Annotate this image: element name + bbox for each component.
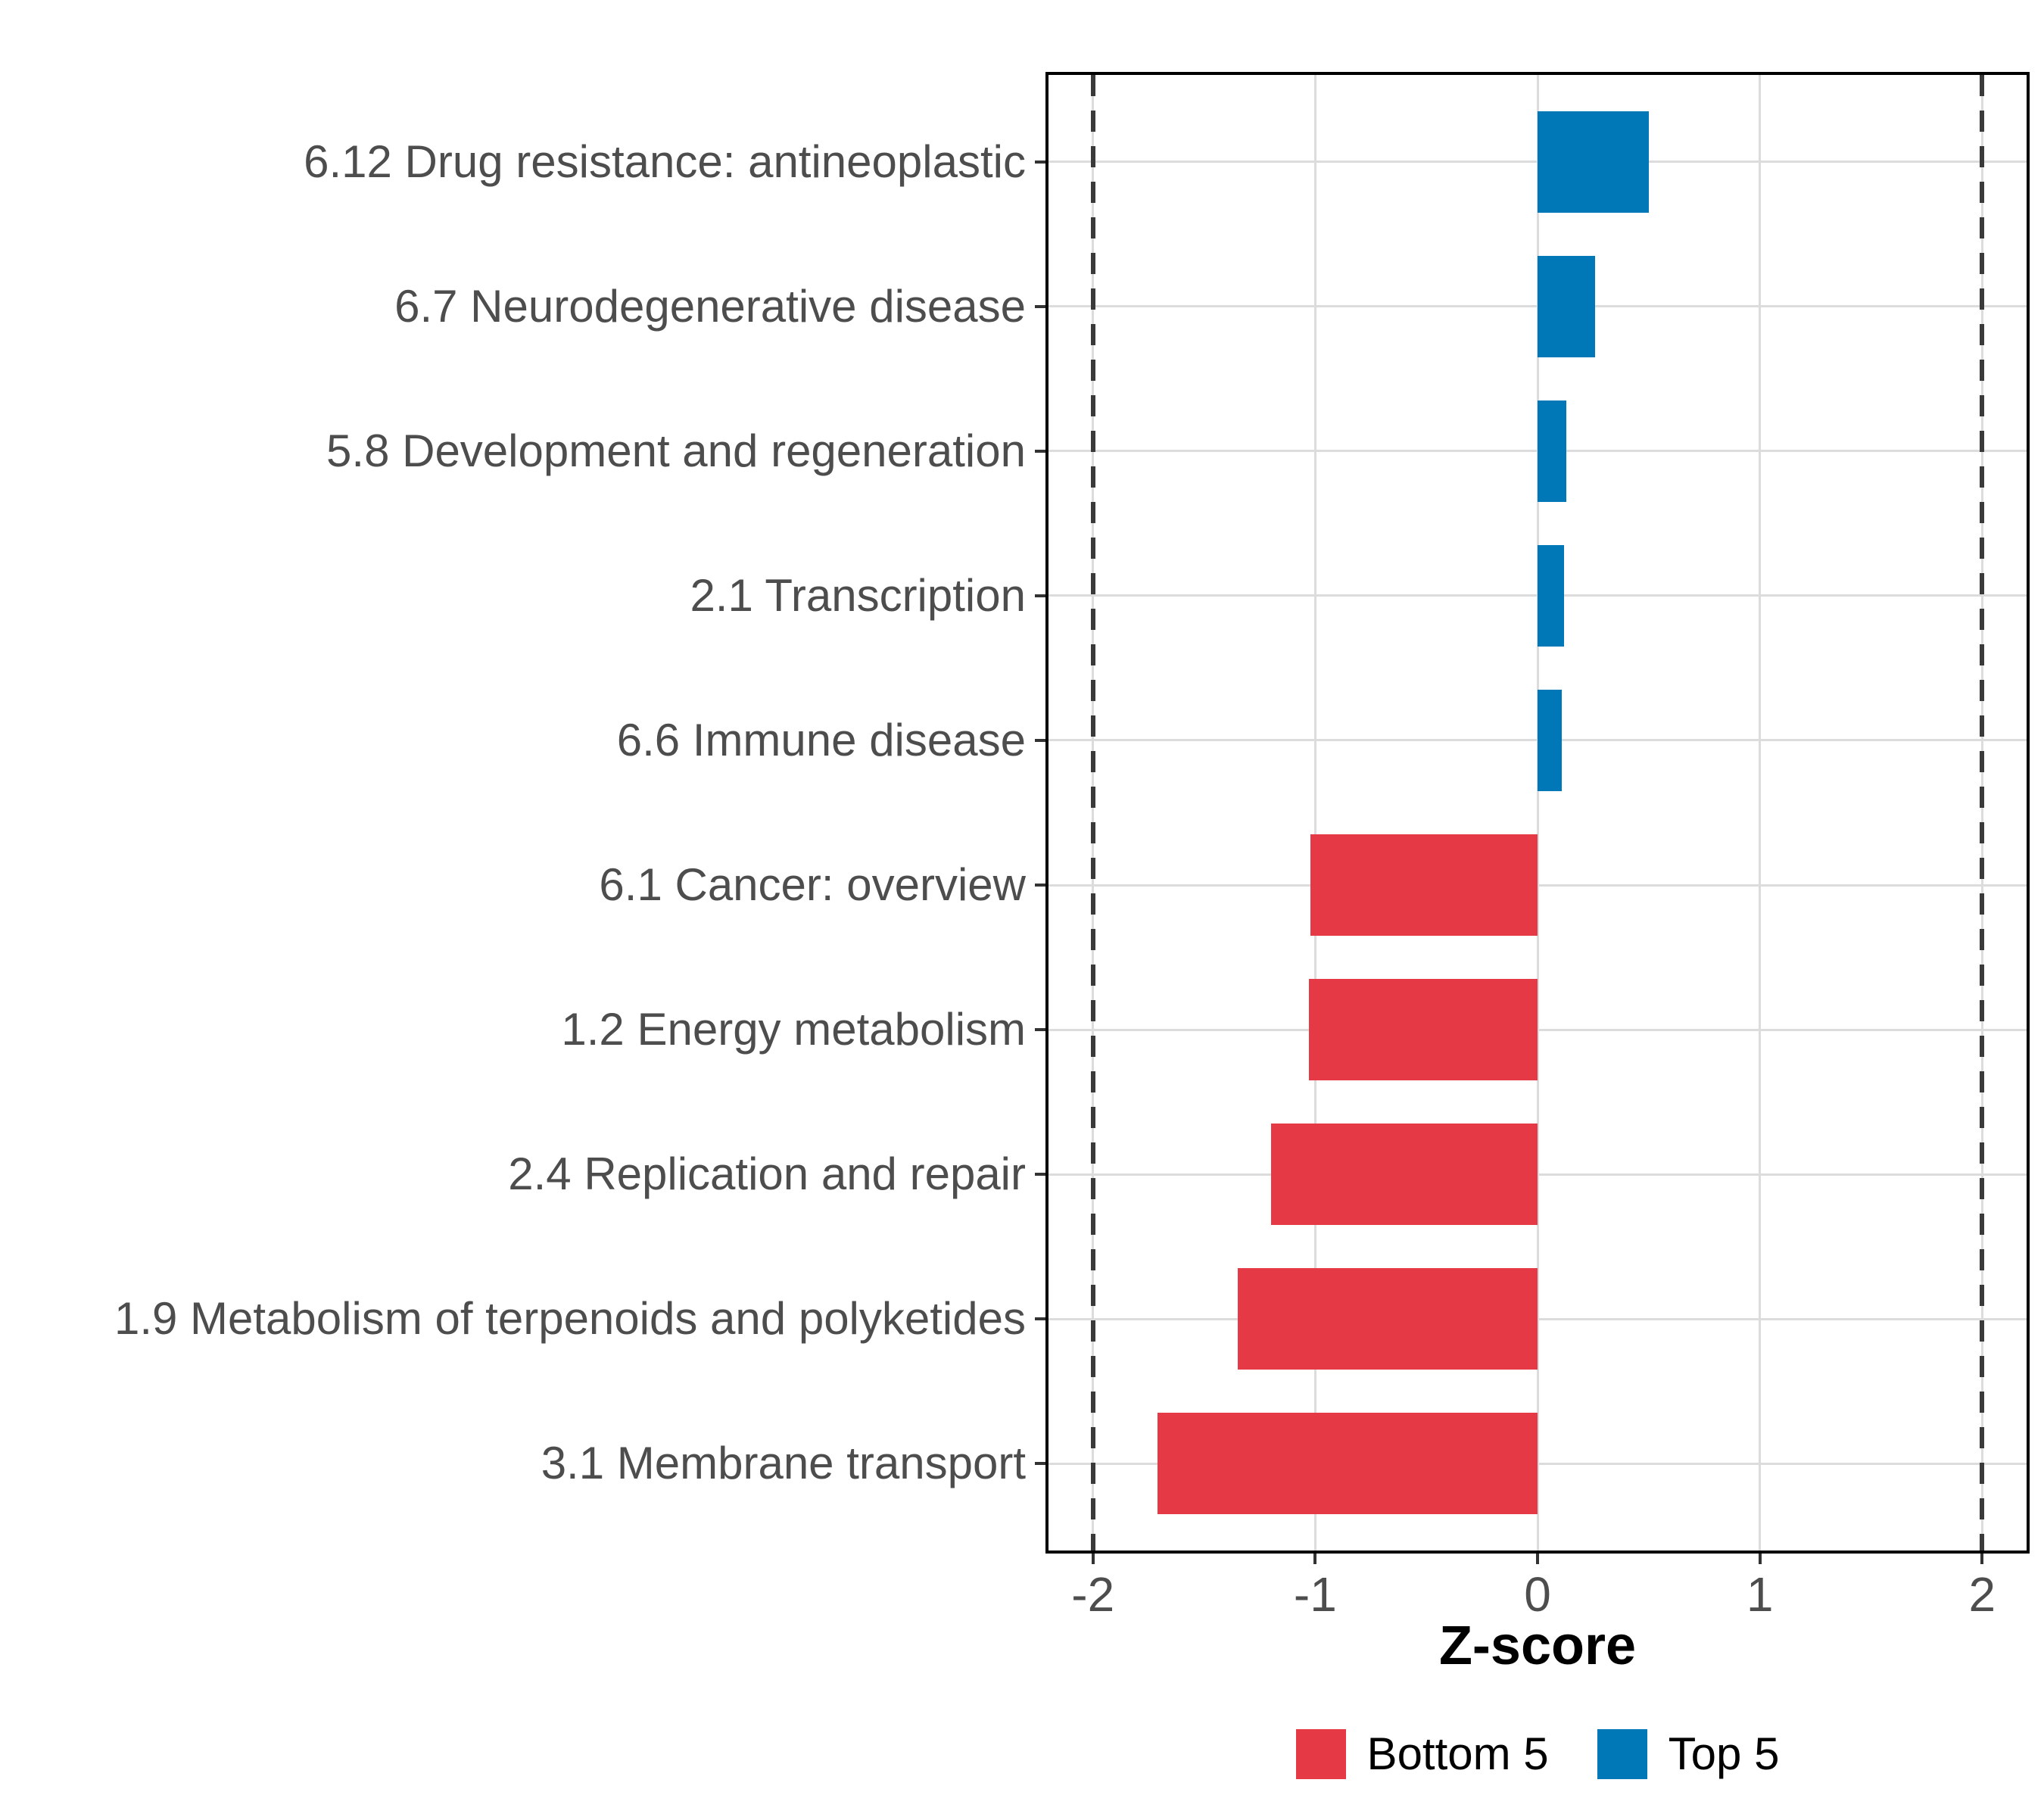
y-axis-label: 6.12 Drug resistance: antineoplastic [304,136,1026,187]
horizontal-gridline [1048,884,2027,887]
y-axis-tick [1035,1173,1045,1177]
plot-area [1048,75,2027,1551]
x-axis-tick [1091,1554,1095,1564]
x-axis-tick [1536,1554,1539,1564]
x-axis-tick-label: -1 [1293,1567,1337,1622]
x-axis-title: Z-score [1438,1616,1637,1676]
x-axis-tick [1980,1554,1984,1564]
vertical-gridline [1759,75,1762,1551]
bar-top-5 [1538,255,1596,357]
y-axis-label: 3.1 Membrane transport [541,1438,1026,1489]
horizontal-gridline [1048,1462,2027,1465]
y-axis-label: 1.2 Energy metabolism [561,1004,1026,1055]
x-axis-tick-label: 1 [1746,1567,1774,1622]
legend-item: Top 5 [1597,1728,1780,1779]
bar-top-5 [1538,111,1649,213]
bar-bottom-5 [1310,834,1538,937]
plot-panel [1045,72,2030,1554]
x-axis-tick-label: 0 [1524,1567,1551,1622]
reference-line [1980,75,1985,1551]
bar-bottom-5 [1270,1124,1538,1226]
horizontal-gridline [1048,1028,2027,1031]
y-axis-label: 2.4 Replication and repair [508,1148,1026,1200]
legend-label: Bottom 5 [1366,1728,1549,1779]
horizontal-gridline [1048,1173,2027,1176]
bar-top-5 [1538,400,1567,502]
bar-top-5 [1538,689,1563,791]
y-axis-label: 6.6 Immune disease [616,714,1026,765]
x-axis-tick [1313,1554,1317,1564]
legend-label: Top 5 [1668,1728,1780,1779]
y-axis-label: 2.1 Transcription [690,569,1026,621]
y-axis-tick [1035,594,1045,597]
legend-item: Bottom 5 [1295,1728,1549,1779]
bar-bottom-5 [1308,979,1538,1081]
y-axis-label: 1.9 Metabolism of terpenoids and polyket… [114,1293,1026,1345]
x-axis-tick-label: -2 [1071,1567,1115,1622]
y-axis-tick [1035,304,1045,308]
y-axis-tick [1035,738,1045,742]
bar-bottom-5 [1237,1268,1538,1370]
bar-bottom-5 [1157,1413,1538,1515]
y-axis-label: 6.7 Neurodegenerative disease [394,280,1026,332]
vertical-gridline [1313,75,1316,1551]
y-axis-tick [1035,1028,1045,1032]
y-axis-label: 6.1 Cancer: overview [599,859,1026,911]
y-axis-tick [1035,1462,1045,1466]
vertical-gridline [1536,75,1539,1551]
legend: Bottom 5 Top 5 [1048,1720,2027,1788]
y-axis-label: 5.8 Development and regeneration [326,425,1026,476]
y-axis-tick [1035,160,1045,164]
reference-line [1090,75,1095,1551]
y-axis-tick [1035,449,1045,453]
y-axis-tick [1035,884,1045,887]
legend-swatch [1295,1729,1346,1779]
legend-swatch [1597,1729,1647,1779]
x-axis-tick [1758,1554,1762,1564]
bar-top-5 [1538,544,1565,647]
horizontal-gridline [1048,1317,2027,1320]
y-axis-tick [1035,1317,1045,1321]
x-axis-tick-label: 2 [1968,1567,1996,1622]
